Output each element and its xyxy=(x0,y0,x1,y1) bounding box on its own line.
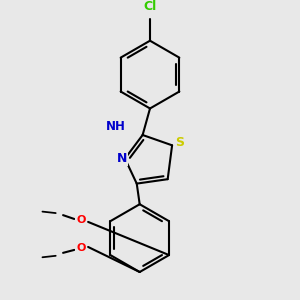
Text: N: N xyxy=(117,152,127,165)
Text: Cl: Cl xyxy=(143,0,157,13)
Text: S: S xyxy=(175,136,184,149)
Text: O: O xyxy=(76,215,86,225)
Text: NH: NH xyxy=(106,120,126,133)
Text: O: O xyxy=(76,243,86,254)
